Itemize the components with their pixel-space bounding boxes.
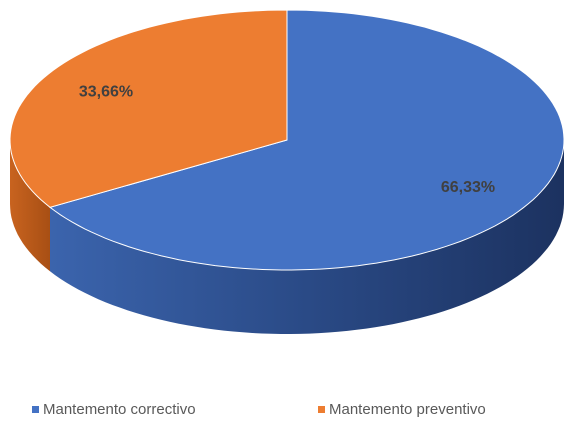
slice — [48, 9, 565, 271]
data-label: 66,33% — [441, 179, 495, 196]
legend-label: Mantemento correctivo — [43, 401, 196, 418]
slice-side — [50, 140, 564, 334]
legend-swatch — [318, 406, 325, 413]
slice — [9, 9, 288, 208]
slice-side — [10, 140, 50, 272]
legend-label: Mantemento preventivo — [329, 401, 486, 418]
data-label: 33,66% — [79, 83, 133, 100]
legend-swatch — [32, 406, 39, 413]
